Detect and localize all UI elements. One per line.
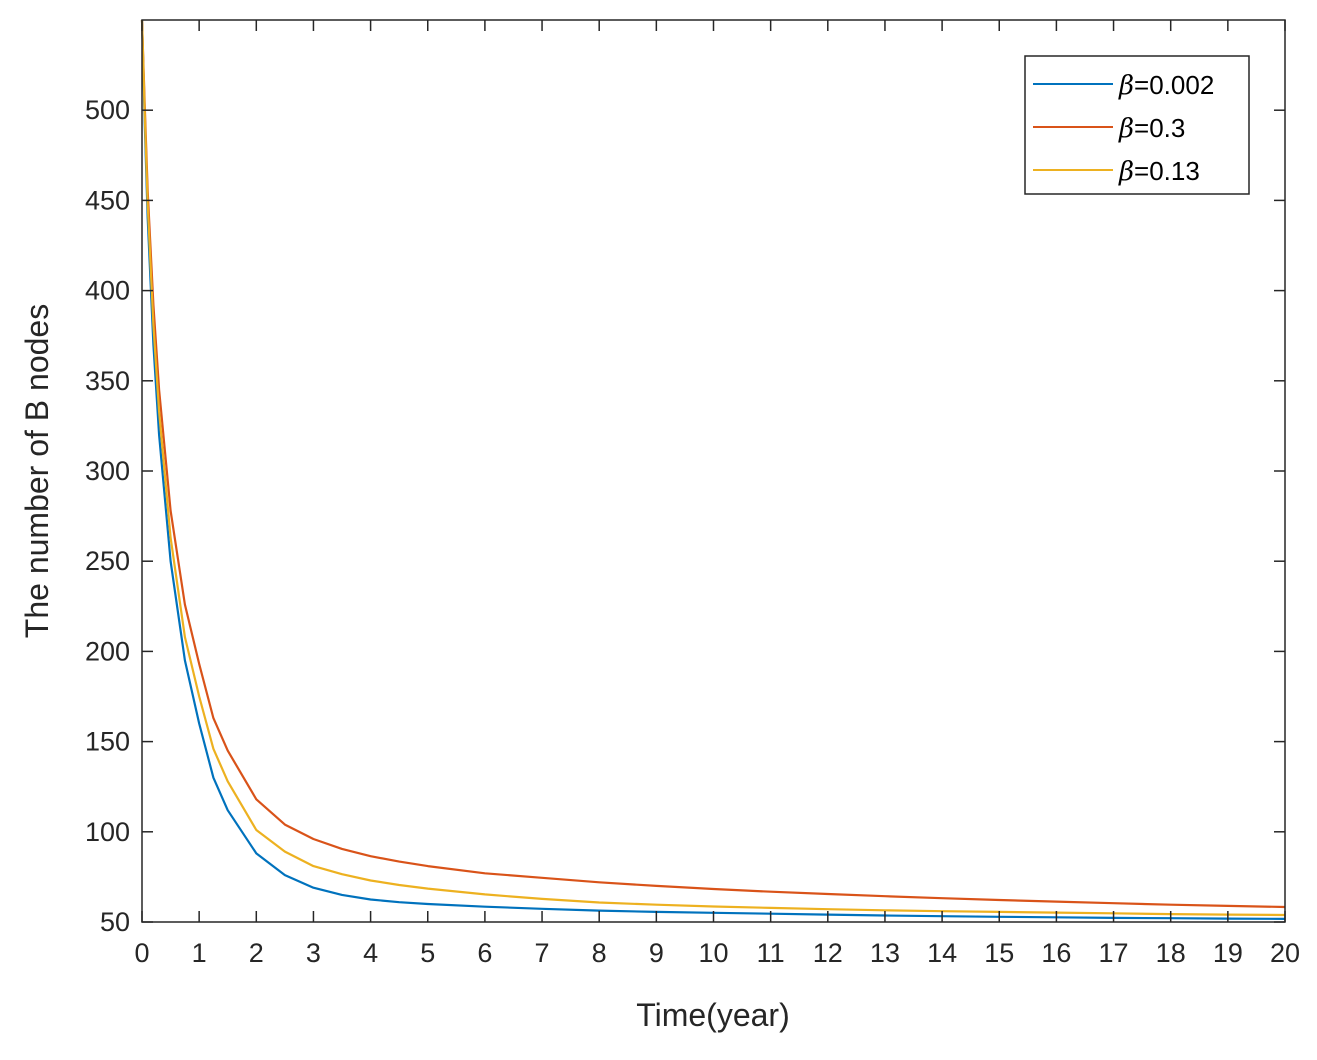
series-line-2 xyxy=(140,19,1286,917)
y-tick-label-8: 450 xyxy=(85,185,130,215)
y-tick-labels: 50 100 150 200 250 300 350 400 450 500 xyxy=(85,95,130,937)
y-tick-label-2: 150 xyxy=(85,727,130,757)
y-tick-label-6: 350 xyxy=(85,366,130,396)
x-tick-label-7: 7 xyxy=(535,938,550,968)
x-tick-label-11: 11 xyxy=(757,938,785,968)
x-tick-label-9: 9 xyxy=(649,938,664,968)
x-tick-label-16: 16 xyxy=(1041,938,1071,968)
y-tick-label-3: 200 xyxy=(85,636,130,666)
x-tick-label-3: 3 xyxy=(306,938,321,968)
series-line-0 xyxy=(140,19,1286,921)
series-line-1 xyxy=(140,19,1286,909)
legend-label-2: β=0.13 xyxy=(1118,156,1200,187)
legend-label-0: β=0.002 xyxy=(1118,70,1214,101)
x-tick-label-10: 10 xyxy=(698,938,728,968)
y-tick-label-7: 400 xyxy=(85,276,130,306)
x-tick-label-0: 0 xyxy=(134,938,149,968)
x-tick-label-12: 12 xyxy=(813,938,843,968)
x-tick-label-4: 4 xyxy=(363,938,378,968)
series-layer xyxy=(140,19,1286,921)
legend-label-1: β=0.3 xyxy=(1118,113,1185,144)
x-tick-label-5: 5 xyxy=(420,938,435,968)
y-tick-label-0: 50 xyxy=(100,907,130,937)
ticks-layer xyxy=(141,20,1286,923)
x-tick-label-15: 15 xyxy=(984,938,1014,968)
x-tick-label-14: 14 xyxy=(927,938,957,968)
y-tick-label-1: 100 xyxy=(85,817,130,847)
x-axis-label: Time(year) xyxy=(636,997,789,1033)
x-tick-labels: 0 1 2 3 4 5 6 7 8 9 10 11 12 13 14 15 16 17 18 19 20 xyxy=(134,938,1300,968)
x-tick-label-8: 8 xyxy=(592,938,607,968)
y-axis-label: The number of B nodes xyxy=(19,304,55,638)
y-tick-label-5: 300 xyxy=(85,456,130,486)
y-tick-label-9: 500 xyxy=(85,95,130,125)
x-tick-label-19: 19 xyxy=(1213,938,1243,968)
x-tick-label-20: 20 xyxy=(1270,938,1300,968)
x-tick-label-18: 18 xyxy=(1156,938,1186,968)
x-tick-label-13: 13 xyxy=(870,938,900,968)
x-tick-label-6: 6 xyxy=(477,938,492,968)
legend: β=0.002 β=0.3 β=0.13 xyxy=(1024,55,1250,195)
x-tick-label-1: 1 xyxy=(192,938,207,968)
x-tick-label-17: 17 xyxy=(1099,938,1129,968)
x-tick-label-2: 2 xyxy=(249,938,264,968)
y-tick-label-4: 250 xyxy=(85,546,130,576)
